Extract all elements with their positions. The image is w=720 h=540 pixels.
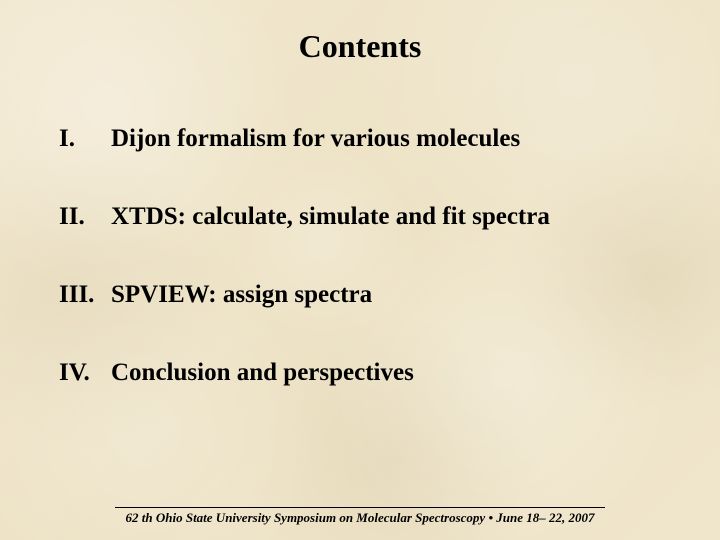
list-item: II. XTDS: calculate, simulate and fit sp… [59,203,665,231]
list-item: III. SPVIEW: assign spectra [59,281,665,309]
list-item-number: III. [59,281,111,309]
list-item-text: XTDS: calculate, simulate and fit spectr… [111,203,665,231]
list-item-text: SPVIEW: assign spectra [111,281,665,309]
list-item-number: II. [59,203,111,231]
list-item-text: Dijon formalism for various molecules [111,125,665,153]
list-item: I. Dijon formalism for various molecules [59,125,665,153]
slide: Contents I. Dijon formalism for various … [0,0,720,540]
slide-title: Contents [55,28,665,65]
list-item-number: I. [59,125,111,153]
footer: 62 th Ohio State University Symposium on… [0,507,720,526]
footer-rule [115,507,605,508]
list-item-text: Conclusion and perspectives [111,359,665,387]
footer-text: 62 th Ohio State University Symposium on… [0,510,720,526]
list-item: IV. Conclusion and perspectives [59,359,665,387]
list-item-number: IV. [59,359,111,387]
contents-list: I. Dijon formalism for various molecules… [55,125,665,387]
